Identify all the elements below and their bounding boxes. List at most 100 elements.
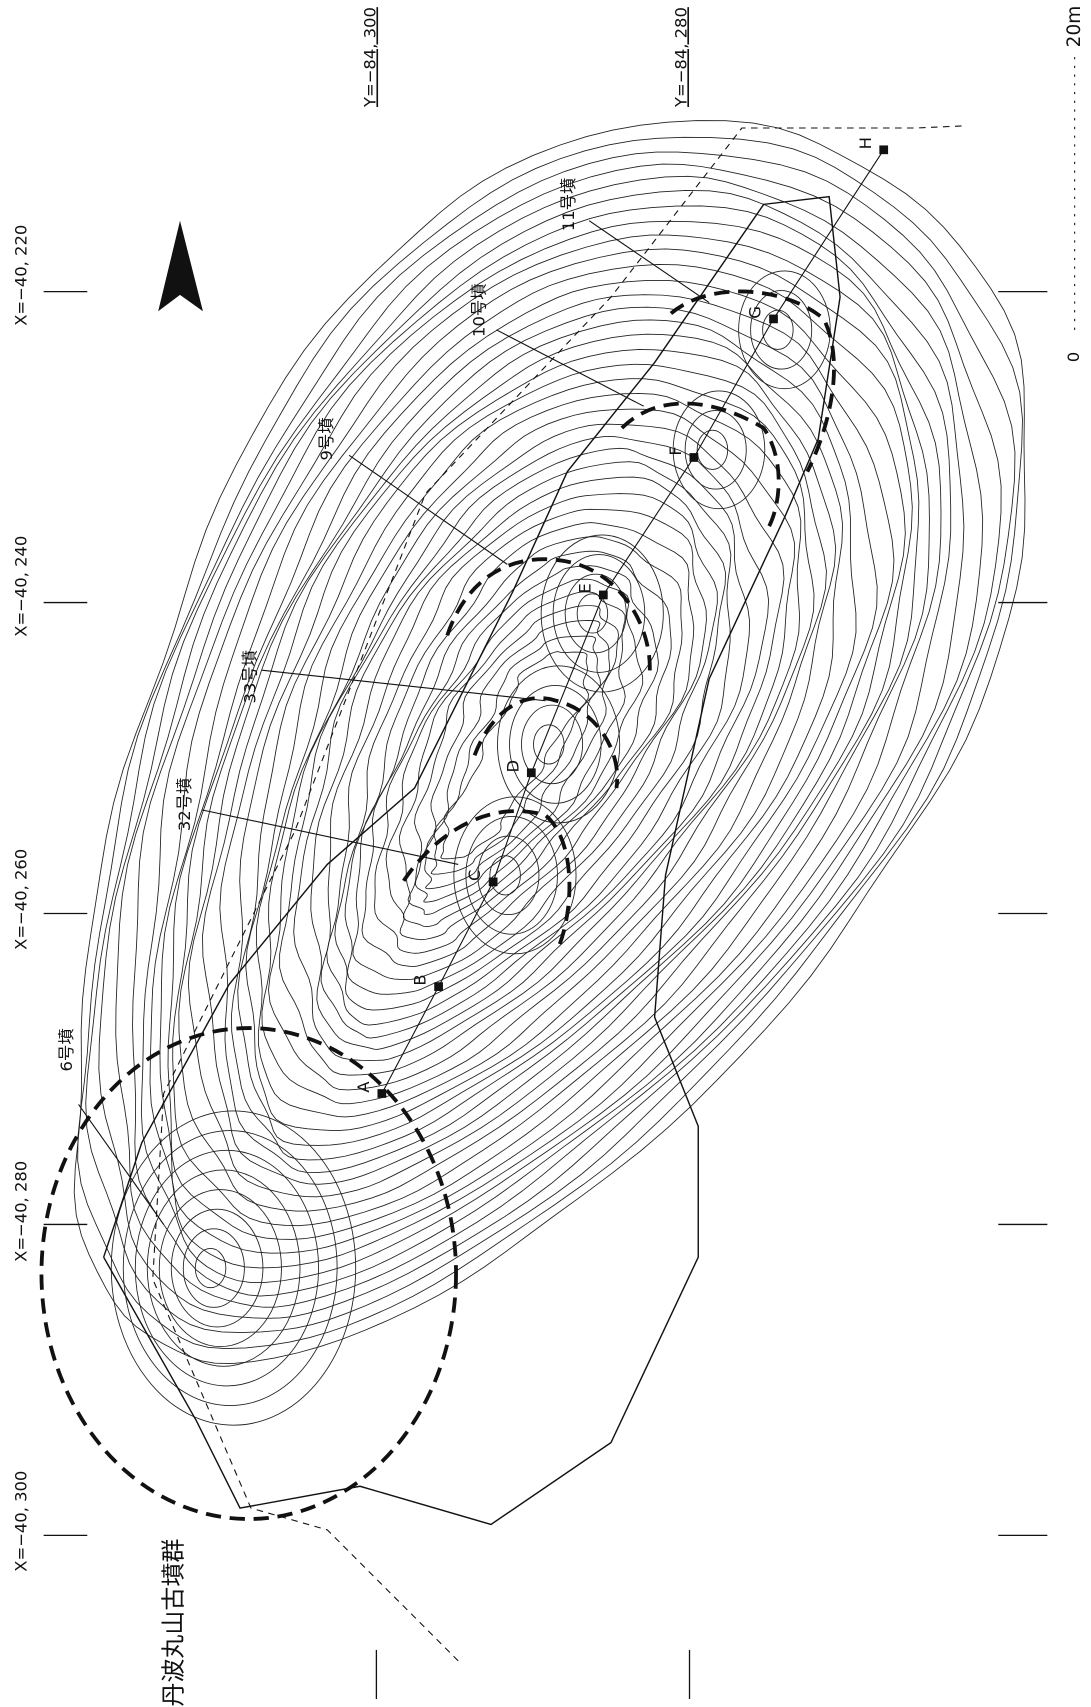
contour [140,205,952,1283]
contour [194,1248,227,1289]
contour [255,378,815,1118]
contour [374,550,672,954]
contour [521,704,584,785]
point-label: F [666,446,685,455]
points: A B C D E F G H [354,137,889,1098]
y-label: Y=−84, 280 [671,7,690,108]
mound-label: 32号墳 [175,778,194,832]
mound-label: 10号墳 [470,283,489,337]
contour [310,447,751,1050]
contour [245,363,827,1131]
point-label: C [465,870,484,881]
contour [158,1189,282,1348]
contour [361,536,683,967]
contour [73,120,1026,1364]
point-marker [434,982,443,991]
point-label: H [856,137,875,149]
contour [509,685,602,804]
leader [201,809,459,865]
grid-ticks [43,290,1048,1700]
contour [552,554,646,673]
contour [202,306,878,1185]
section-line [381,149,885,1094]
contour [540,534,664,693]
point-label: G [746,306,765,319]
x-label: X=−40, 240 [11,536,30,637]
contour [230,333,844,1161]
point-marker [598,590,608,600]
y-label: Y=−84, 300 [360,7,379,108]
grid-labels: X=−40, 220 X=−40, 240 X=−40, 260 X=−40, … [11,6,1085,1572]
contour [533,724,565,765]
contour [352,522,695,980]
mound-outline [472,696,620,789]
x-label: X=−40, 300 [11,1471,30,1572]
contour [172,264,913,1227]
contour [85,151,1016,1333]
point-marker [769,314,778,324]
leader [588,220,710,303]
scale-max: 20m [1064,6,1085,48]
scale-zero: 0 [1064,352,1083,362]
contour [167,248,920,1240]
mound-outline [39,1026,458,1521]
contour [477,835,540,916]
contour [430,635,601,875]
contour [326,476,727,1026]
x-label: X=−40, 220 [11,225,30,326]
contour [750,290,813,370]
contour [320,461,732,1039]
mound-labels: 6号墳 32号墳 33号墳 9号墳 10号墳 11号墳 [57,178,578,1072]
x-label: X=−40, 260 [11,849,30,950]
contour [268,408,795,1091]
point-marker [488,877,498,887]
leaders [78,149,885,1225]
contour [415,605,619,903]
contour [187,294,895,1198]
contour [385,565,659,941]
point-marker [377,1089,387,1098]
point-label: D [503,760,522,773]
contour [134,1149,320,1387]
contour [279,423,785,1076]
contour [762,309,794,350]
contour [407,591,626,915]
survey-outline [102,195,841,1526]
mound-outline [669,289,836,473]
contour [110,1110,357,1426]
title: 丹波丸山古墳群 [160,1539,188,1707]
contour [684,410,747,490]
contour [219,319,857,1173]
contour [98,163,1002,1319]
mound-outline [402,809,572,953]
contour [576,593,609,634]
contour [738,270,831,390]
mound-outline [445,557,652,680]
contour [465,815,558,935]
contour [77,136,1023,1350]
contour [440,651,589,860]
leader [261,669,546,702]
point-marker [689,453,699,462]
point-label: B [411,974,430,985]
contour [149,220,942,1269]
x-label: X=−40, 280 [11,1161,30,1262]
boundary [152,125,966,1662]
point-marker [879,145,889,155]
mound-outlines [39,289,836,1521]
mound-label: 33号墳 [240,650,259,704]
contour [334,493,718,1011]
contour [696,429,729,470]
mound-outline [620,401,781,528]
point-label: A [354,1081,373,1093]
contours [73,120,1026,1426]
leader [78,1104,165,1225]
point-marker [526,768,536,778]
contour [497,665,621,824]
contour [453,796,577,955]
contour [170,1208,264,1328]
leader [348,454,508,565]
contour [564,573,627,654]
contour [159,234,930,1254]
